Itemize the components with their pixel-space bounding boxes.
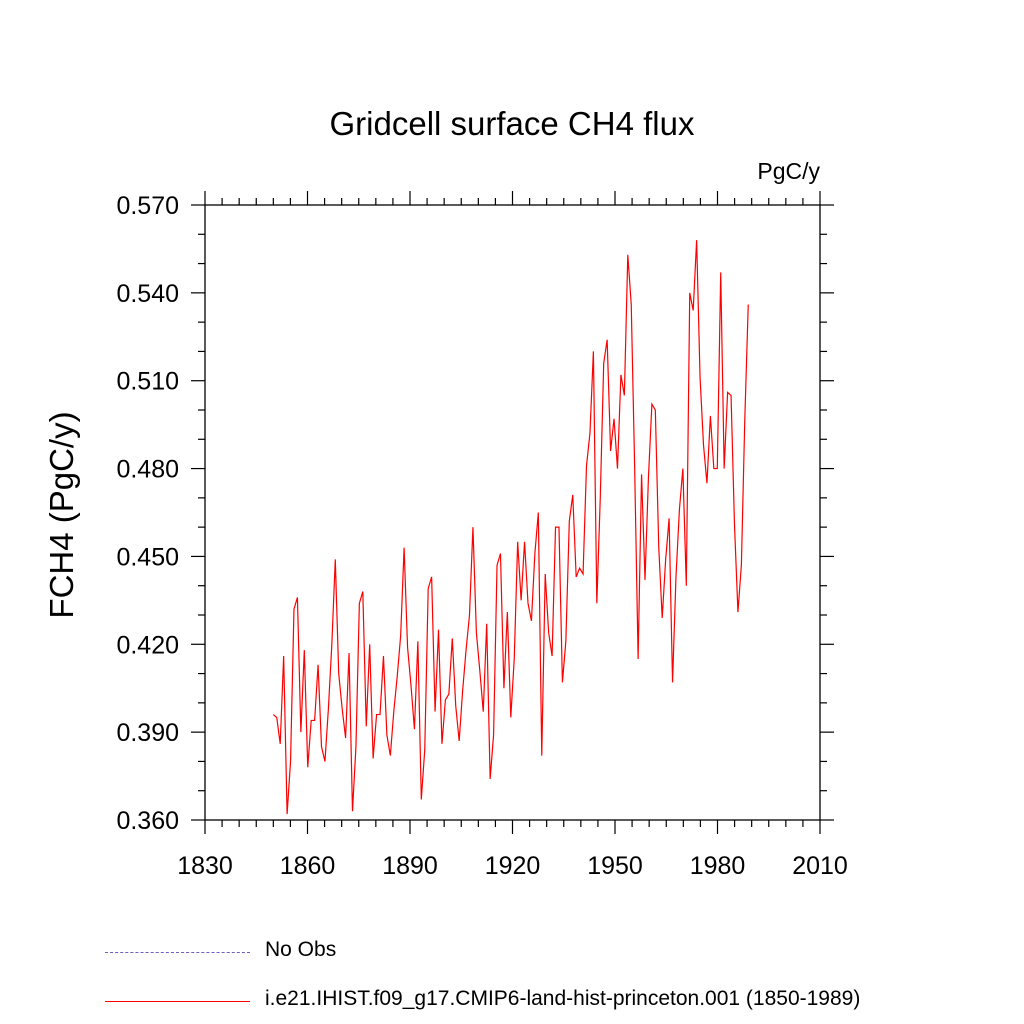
legend-swatch-dashed [105,952,250,953]
legend-label: No Obs [265,938,337,961]
x-tick-label: 1890 [382,852,438,880]
chart-title: Gridcell surface CH4 flux [329,105,695,142]
y-tick-label: 0.420 [116,631,179,659]
y-tick-label: 0.450 [116,543,179,571]
legend-swatch-solid [105,1001,250,1002]
x-tick-label: 2010 [792,852,848,880]
x-tick-label: 1920 [485,852,541,880]
units-label: PgC/y [757,158,820,184]
series-lines [272,240,749,815]
x-tick-label: 1950 [587,852,643,880]
y-tick-label: 0.510 [116,368,179,396]
x-tick-label: 1860 [280,852,336,880]
y-tick-label: 0.480 [116,456,179,484]
y-tick-label: 0.390 [116,719,179,747]
tick-marks [191,191,834,834]
legend-label: i.e21.IHIST.f09_g17.CMIP6-land-hist-prin… [265,987,861,1010]
y-axis-label: FCH4 (PgC/y) [43,411,80,619]
plot-frame [204,204,821,821]
y-tick-label: 0.570 [116,192,179,220]
y-tick-label: 0.360 [116,807,179,835]
x-tick-label: 1980 [690,852,746,880]
y-tick-label: 0.540 [116,280,179,308]
tick-labels: 1830 1860 1890 1920 1950 1980 2010 0.360 0.390 0.… [116,192,847,880]
x-tick-label: 1830 [177,852,233,880]
series-line [272,240,749,815]
